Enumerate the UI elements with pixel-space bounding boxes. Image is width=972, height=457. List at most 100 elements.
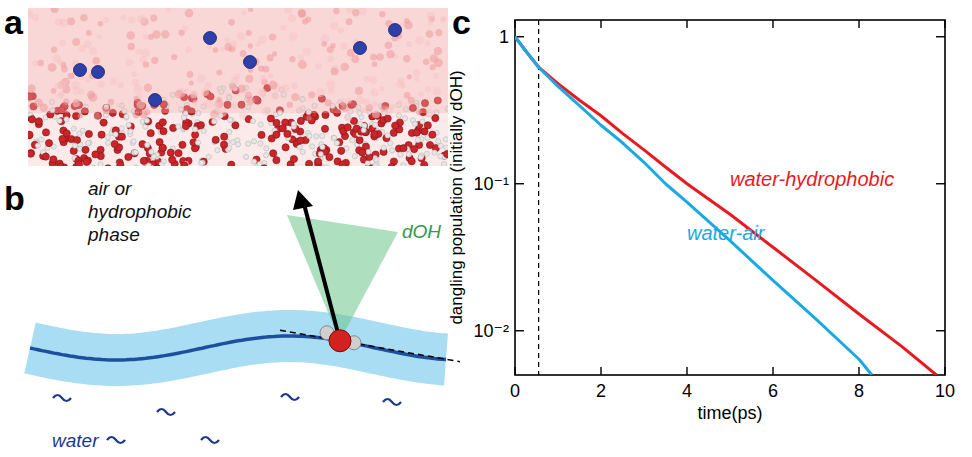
water-atom (28, 116, 35, 123)
water-atom (151, 154, 156, 159)
water-atom (314, 134, 319, 139)
water-atom (251, 159, 256, 164)
water-atom (181, 115, 186, 120)
x-tick (772, 20, 773, 28)
water-atom (350, 138, 355, 143)
water-atom (338, 147, 345, 154)
water-atom (35, 118, 42, 125)
water-atom (201, 128, 206, 133)
series-label: water-air (687, 222, 766, 244)
water-atom (199, 160, 204, 165)
water-atom (297, 137, 304, 144)
water-atom (438, 154, 443, 159)
water-atom (94, 112, 101, 119)
water-atom (373, 122, 378, 127)
panel-letter: c (452, 3, 471, 41)
water-atom (426, 141, 433, 148)
water-atom (154, 165, 161, 166)
water-atom (432, 115, 439, 122)
y-tick-label: 1 (499, 27, 509, 47)
water-atom (324, 165, 329, 166)
arrow-shaft (304, 204, 340, 341)
interface-atom (306, 115, 311, 120)
snapshot-panel (25, 5, 451, 175)
water-atom (243, 154, 248, 159)
water-atom (105, 135, 110, 140)
dangling-oxygen (149, 94, 162, 107)
water-atom (411, 146, 418, 153)
water-atom (85, 130, 92, 137)
water-atom (273, 119, 280, 126)
water-atom (28, 150, 34, 157)
x-tick-label: 6 (768, 381, 778, 401)
water-atom (221, 133, 228, 140)
x-tick (858, 20, 859, 28)
phase-label: phase (87, 224, 140, 245)
series-label: water-hydrophobic (730, 168, 894, 190)
arrow-head (293, 190, 313, 210)
y-tick (936, 330, 945, 331)
water-atom (397, 113, 402, 118)
water-atom (420, 119, 425, 124)
water-atom (63, 130, 70, 137)
water-atom (381, 145, 386, 150)
water-atom (424, 122, 431, 129)
water-atom (39, 137, 44, 142)
water-atom (282, 144, 289, 151)
water-atom (206, 154, 211, 159)
water-atom (273, 131, 280, 138)
water-atom (125, 153, 132, 160)
water-atom (250, 118, 255, 123)
water-atom (124, 114, 129, 119)
water-wave (53, 395, 71, 401)
water-wave (157, 409, 175, 415)
water-atom (284, 130, 291, 137)
water-atom (307, 133, 312, 138)
series-line (515, 37, 936, 375)
water-atom (35, 143, 40, 148)
water-atom (258, 131, 265, 138)
water-atom (141, 166, 148, 167)
water-atom (197, 122, 204, 129)
water-atom (400, 145, 407, 152)
water-atom (98, 162, 103, 166)
water-atom (133, 165, 138, 166)
y-tick (936, 183, 945, 184)
water-atom (228, 161, 235, 166)
water-wave (201, 437, 219, 443)
water-atom (83, 158, 90, 165)
y-tick (515, 183, 524, 184)
water-atom (42, 129, 49, 136)
water-atom (50, 156, 57, 163)
water-atom (413, 129, 420, 136)
water-atom (264, 146, 269, 151)
water-atom (98, 131, 105, 138)
water-atom (92, 151, 99, 158)
x-tick (858, 367, 859, 375)
water-atom (159, 144, 166, 151)
water-atom (257, 162, 262, 167)
water-atom (361, 128, 366, 133)
water-atom (28, 132, 33, 139)
water-atom (418, 155, 423, 160)
water-atom (415, 137, 420, 142)
water-atom (331, 135, 336, 140)
water-label: water (52, 430, 99, 451)
water-atom (75, 161, 82, 166)
interface-atom (211, 113, 220, 122)
x-tick (514, 367, 515, 375)
x-tick (600, 367, 601, 375)
water-atom (365, 161, 370, 166)
water-atom (441, 162, 446, 166)
water-atom (169, 156, 176, 163)
x-tick-label: 8 (854, 381, 864, 401)
water-atom (192, 131, 199, 138)
water-atom (100, 119, 107, 126)
water-atom (167, 149, 174, 156)
figure: air orhydrophobicphasedOHwaterabc0246810… (0, 0, 972, 457)
water-atom (170, 124, 177, 131)
water-atom (373, 163, 378, 166)
water-atom (72, 143, 77, 148)
water-atom (212, 136, 219, 143)
x-tick (514, 20, 515, 28)
